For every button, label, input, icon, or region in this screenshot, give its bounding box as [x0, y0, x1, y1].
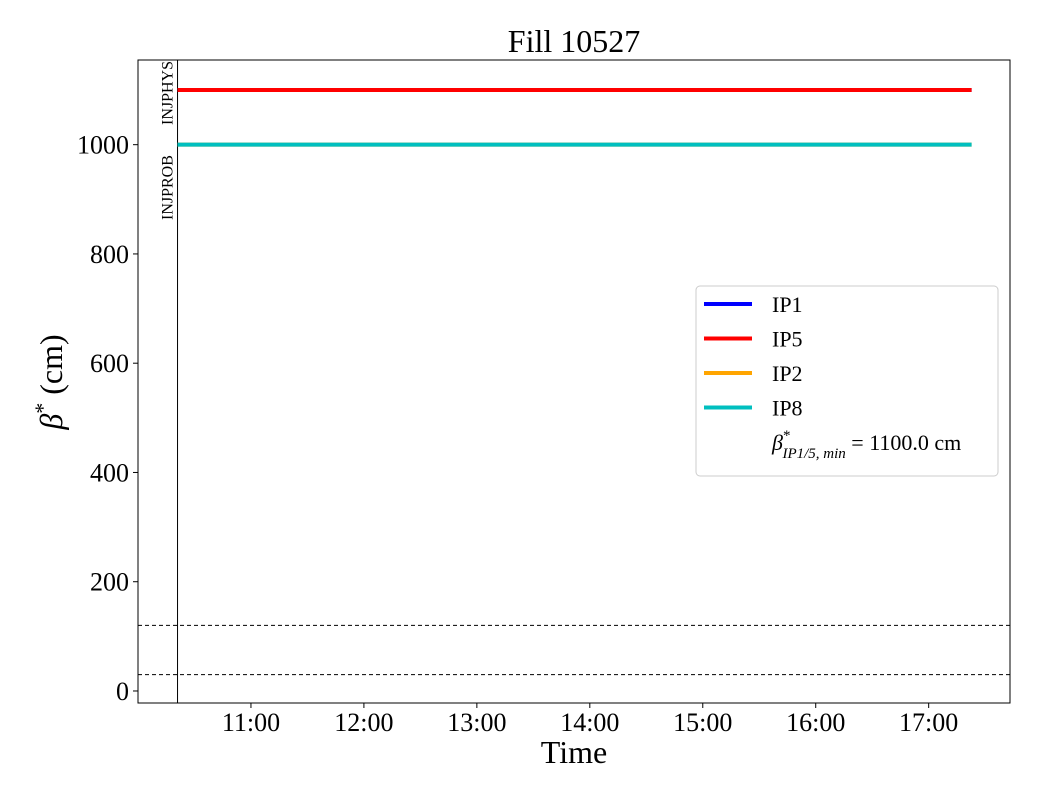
x-tick-label: 16:00 [786, 708, 845, 737]
y-axis-label-sup: * [30, 403, 55, 414]
legend-box [695, 285, 999, 477]
y-tick-label: 800 [90, 240, 129, 269]
x-tick-label: 11:00 [222, 708, 280, 737]
x-tick-label: 12:00 [334, 708, 393, 737]
plot-frame [137, 59, 1011, 704]
y-axis-label-unit: (cm) [33, 334, 69, 402]
y-tick-label: 600 [90, 349, 129, 378]
x-tick-label: 15:00 [673, 708, 732, 737]
vline-label-injphys: INJPHYS [160, 61, 177, 125]
legend-label-ip5: IP5 [772, 327, 803, 352]
legend-beta-sub: IP1/5, min [781, 446, 845, 462]
y-tick-label: 1000 [77, 131, 129, 160]
legend-label-beta-min: β* IP1/5, min = 1100.0 cm [771, 428, 961, 462]
x-axis-label: Time [541, 734, 607, 770]
vline-label-injprob: INJPROB [160, 155, 177, 220]
legend-beta-symbol: β [771, 430, 783, 455]
x-tick-label: 13:00 [447, 708, 506, 737]
y-axis-label-symbol: β [33, 414, 69, 431]
legend-label-ip2: IP2 [772, 361, 803, 386]
y-tick-label: 400 [90, 458, 129, 487]
y-axis-label: β* (cm) [30, 334, 69, 430]
x-tick-label: 14:00 [560, 708, 619, 737]
y-tick-label: 200 [90, 568, 129, 597]
legend-beta-sup: * [783, 428, 791, 444]
legend-label-ip8: IP8 [772, 396, 803, 421]
y-tick-label: 0 [116, 677, 129, 706]
chart-title: Fill 10527 [508, 23, 640, 59]
x-tick-label: 17:00 [899, 708, 958, 737]
legend-beta-value: = 1100.0 cm [846, 430, 961, 455]
legend-label-ip1: IP1 [772, 292, 803, 317]
